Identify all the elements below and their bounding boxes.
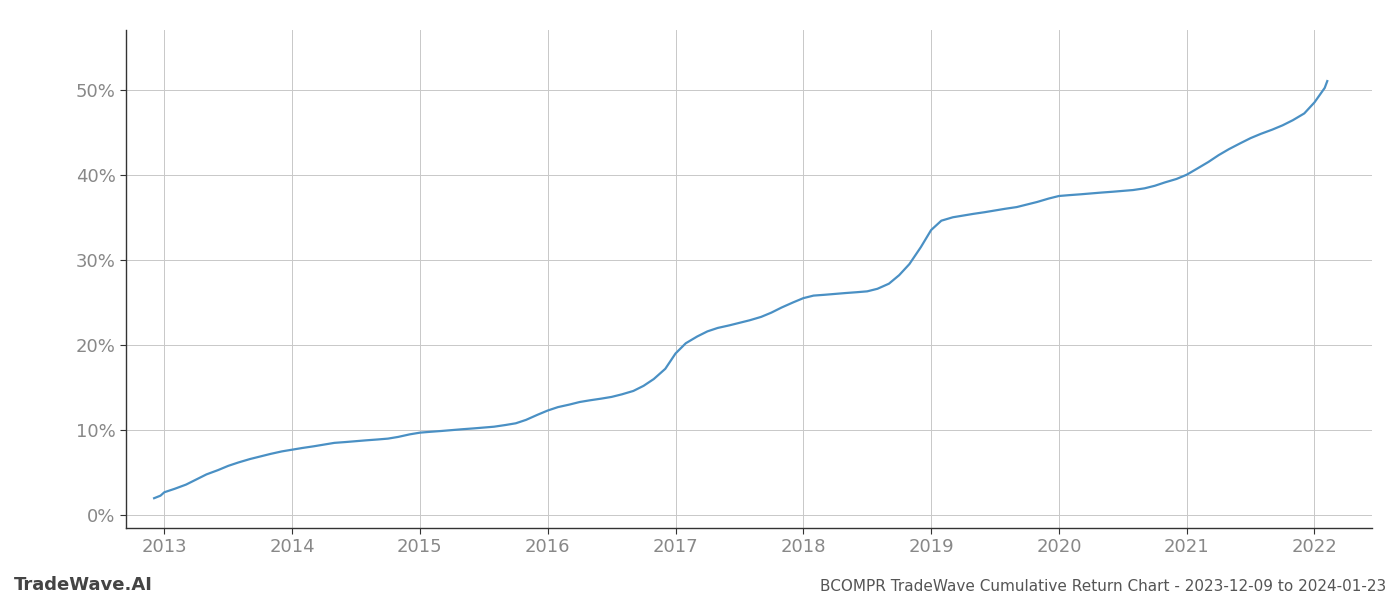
Text: TradeWave.AI: TradeWave.AI (14, 576, 153, 594)
Text: BCOMPR TradeWave Cumulative Return Chart - 2023-12-09 to 2024-01-23: BCOMPR TradeWave Cumulative Return Chart… (820, 579, 1386, 594)
